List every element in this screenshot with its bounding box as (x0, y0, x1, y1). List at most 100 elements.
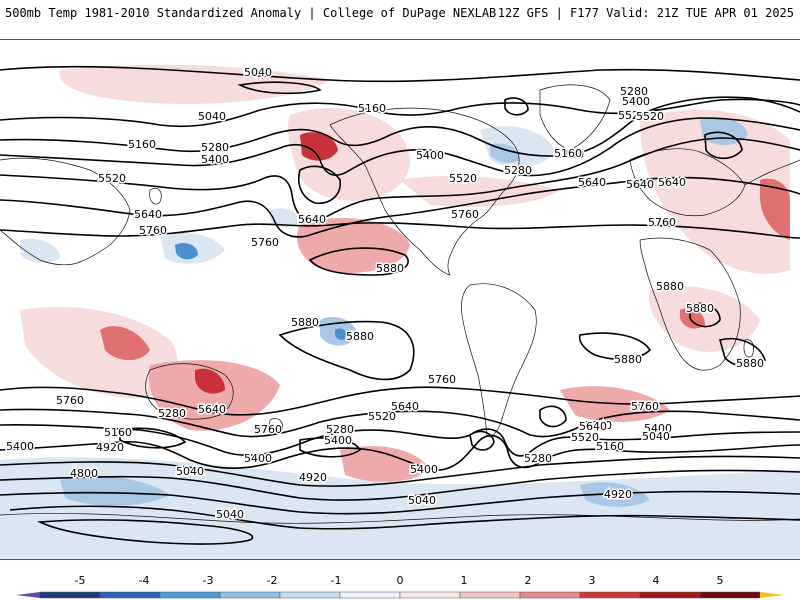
contour-label: 5400 (244, 452, 272, 465)
contour-label: 5520 (368, 410, 396, 423)
legend-arrow-max (760, 592, 784, 598)
contour-label: 5640 (134, 208, 162, 221)
north-america-coast (329, 107, 520, 276)
contour-label: 5520 (571, 431, 599, 444)
warm-core (195, 368, 225, 394)
contour-label: 5760 (428, 373, 456, 386)
cool-area (20, 238, 60, 263)
contour-label: 5400 (201, 153, 229, 166)
coastlines (0, 84, 800, 524)
contour-label: 4920 (96, 441, 124, 454)
cool-area (580, 482, 650, 507)
legend-swatch (519, 591, 581, 599)
contour-label: 5280 (158, 407, 186, 420)
legend-tick-label: 5 (717, 574, 724, 587)
legend-tick-label: -2 (267, 574, 278, 587)
legend-tick-label: -1 (331, 574, 342, 587)
contour-closed-low (539, 405, 567, 428)
antarctica-coast (0, 513, 800, 524)
contour-label: 5640 (578, 176, 606, 189)
contour-5040 (237, 81, 322, 95)
south-america-coast (461, 283, 537, 438)
legend-colorbar: -5 -4 -3 -2 -1 0 1 2 3 4 5 (16, 574, 784, 599)
legend-swatch (639, 591, 701, 599)
contour-label: 5760 (139, 224, 167, 237)
madagascar-coast (743, 339, 754, 358)
contour-5520 (0, 137, 800, 222)
contour-label: 5400 (324, 434, 352, 447)
legend-swatch (399, 591, 461, 599)
legend-swatch (459, 591, 521, 599)
contour-5880 (278, 320, 415, 381)
legend-bar (16, 591, 784, 599)
warm-area (149, 360, 280, 431)
contour-label: 5040 (176, 465, 204, 478)
contour-label: 5760 (251, 236, 279, 249)
warm-area (296, 217, 410, 274)
contour-closed-low (704, 131, 743, 160)
contour-label: 5160 (358, 102, 386, 115)
contour-label: 5040 (198, 110, 226, 123)
contour-label: 5640 (584, 419, 612, 432)
cool-area (270, 208, 300, 228)
contour-5520 (0, 424, 800, 457)
contour-label: 5640 (298, 213, 326, 226)
contour-5400 (0, 117, 800, 177)
contour-5280 (299, 437, 362, 458)
legend-swatch (219, 591, 281, 599)
contour-label: 5760 (451, 208, 479, 221)
contour-5160 (0, 469, 800, 501)
contour-label: 4800 (216, 508, 244, 521)
contour-label: 5400 (6, 440, 34, 453)
legend-arrow-min (16, 592, 40, 598)
contour-5880 (689, 302, 721, 328)
contour-label: 5040 (244, 66, 272, 79)
cool-area (60, 475, 170, 506)
contour-label: 5400 (416, 149, 444, 162)
contour-label: 5880 (736, 357, 764, 370)
contour-label: 4800 (70, 467, 98, 480)
contour-label: 5040 (642, 430, 670, 443)
contour-5160 (0, 98, 800, 128)
contour-5280 (0, 96, 800, 157)
contour-closed-low (504, 97, 529, 116)
contour-label: 5520 (571, 431, 599, 444)
contour-label: 5520 (618, 109, 646, 122)
contour-label: 5520 (98, 172, 126, 185)
warm-area (400, 175, 560, 207)
asia-coast (0, 157, 800, 266)
cool-area (175, 243, 198, 260)
contour-label: 5160 (128, 138, 156, 151)
contour-label: 5880 (656, 280, 684, 293)
contour-5040 (0, 65, 800, 83)
contour-5760 (0, 222, 800, 239)
contour-label: 5040 (408, 494, 436, 507)
run-valid-time: 12Z GFS | F177 Valid: 21Z TUE APR 01 202… (497, 6, 794, 20)
warm-area (59, 64, 331, 104)
legend-tick-label: 1 (461, 574, 468, 587)
contour-4920 (9, 505, 800, 530)
contour-label: 5160 (554, 147, 582, 160)
contour-label: 5520 (449, 172, 477, 185)
legend-swatch (699, 591, 761, 599)
legend-swatch (279, 591, 341, 599)
cool-area (335, 328, 348, 340)
legend-swatch (579, 591, 641, 599)
height-contours (0, 65, 800, 545)
contour-5760 (0, 386, 800, 416)
warm-core (680, 308, 705, 329)
contour-label: 5280 (504, 164, 532, 177)
warm-area (649, 286, 760, 352)
contour-label: 5400 (644, 422, 672, 435)
warm-core (760, 178, 790, 240)
contour-label: 5760 (631, 400, 659, 413)
legend-tick-label: -5 (75, 574, 86, 587)
legend-swatch (99, 591, 161, 599)
contour-5640 (298, 165, 341, 205)
anomaly-shading (0, 64, 800, 559)
contour-5640 (0, 408, 800, 438)
contour-label: 5760 (648, 216, 676, 229)
contour-label: 5160 (104, 426, 132, 439)
